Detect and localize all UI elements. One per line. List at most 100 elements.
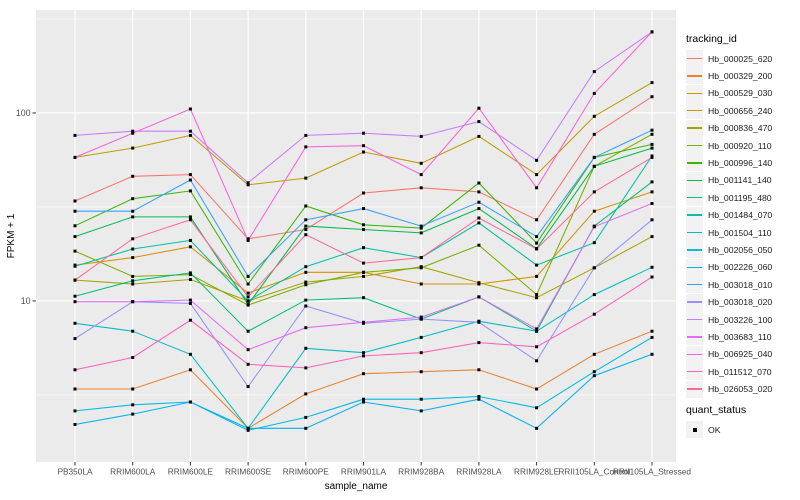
data-point (419, 409, 423, 413)
data-point (131, 174, 135, 178)
data-point (188, 238, 192, 242)
data-point (73, 278, 77, 282)
data-point (246, 299, 250, 303)
data-point (535, 406, 539, 410)
legend-key-swatch (686, 119, 703, 137)
data-point (73, 294, 77, 298)
plot-panel: PB350LA RRIM600LA RRIM600LE RRIM600SE RRIM60… (16, 10, 691, 477)
data-point (535, 218, 539, 222)
data-point (362, 150, 365, 154)
x-tick-label: PB350LA (57, 467, 93, 477)
data-point (362, 131, 365, 135)
data-point (362, 296, 365, 300)
data-point (650, 95, 654, 99)
legend-key-line (687, 179, 702, 182)
legend-key-line (687, 162, 702, 164)
data-point (362, 372, 365, 376)
data-point (188, 301, 192, 305)
data-point (477, 368, 481, 372)
data-point (188, 368, 192, 372)
legend-key-swatch (686, 171, 703, 189)
data-point (535, 426, 539, 430)
data-point (304, 176, 308, 180)
data-point (477, 320, 481, 324)
data-point (73, 300, 77, 304)
legend-item-label: Hb_000025_620 (708, 53, 773, 64)
data-point (477, 395, 481, 398)
data-point (477, 190, 481, 194)
data-point (362, 351, 365, 355)
data-point (304, 228, 308, 231)
data-point (73, 423, 77, 426)
data-point (246, 362, 250, 366)
data-point (188, 107, 192, 111)
legend-key-swatch (686, 137, 703, 154)
legend-key-line (687, 92, 702, 95)
data-point (73, 235, 77, 239)
data-point (535, 387, 539, 391)
x-tick-label: RRIM928LA (456, 467, 502, 477)
data-point (535, 329, 539, 333)
legend-key-line (687, 388, 702, 390)
data-point (650, 128, 654, 132)
data-point (477, 397, 481, 401)
data-point (419, 134, 423, 138)
legend-item-Hb_001504_110: Hb_001504_110 (686, 224, 772, 241)
legend-item-Hb_000996_140: Hb_000996_140 (686, 154, 772, 172)
data-point (304, 392, 308, 396)
data-point (304, 224, 308, 228)
legend-item-label: Hb_000836_470 (708, 123, 773, 134)
data-point (419, 370, 423, 374)
legend-key-swatch (686, 189, 703, 207)
data-point (73, 249, 77, 253)
data-point (73, 155, 77, 159)
data-point (188, 173, 192, 177)
legend-item-Hb_000329_200: Hb_000329_200 (686, 67, 772, 85)
data-point (650, 275, 654, 279)
legend-item-Hb_002056_050: Hb_002056_050 (686, 241, 772, 259)
x-tick-label: RRIM600PE (283, 467, 330, 477)
data-point (419, 351, 423, 355)
legend-key-swatch (686, 328, 703, 346)
data-point (477, 341, 481, 345)
data-point (477, 106, 481, 110)
x-tick-label: RRIM901LA (341, 467, 387, 477)
data-point (535, 247, 539, 251)
legend-key-line (687, 231, 702, 234)
data-point (592, 209, 596, 213)
data-point (419, 224, 423, 228)
data-point (419, 256, 423, 260)
data-point (246, 238, 250, 242)
legend-key-swatch (686, 421, 703, 438)
data-point (188, 245, 192, 249)
legend-title-quant-status: quant_status (686, 404, 747, 416)
legend-item-label: Hb_001141_140 (708, 175, 772, 186)
data-point (304, 218, 308, 222)
legend-item-label: Hb_011512_070 (708, 366, 772, 377)
data-point (535, 359, 539, 363)
legend-key-line (687, 266, 702, 269)
data-point (419, 231, 423, 235)
data-point (73, 133, 77, 137)
legend-item-Hb_003018_010: Hb_003018_010 (686, 276, 772, 294)
data-point (362, 223, 365, 227)
data-point (131, 209, 135, 213)
data-point (304, 298, 308, 302)
data-point (592, 312, 596, 316)
data-point (477, 243, 481, 247)
data-point (131, 387, 135, 391)
data-point (419, 173, 423, 177)
data-point (419, 226, 423, 230)
data-point (650, 146, 654, 150)
data-point (246, 426, 250, 430)
data-point (477, 216, 481, 220)
data-point (535, 263, 539, 267)
legend-key-line (687, 214, 702, 216)
data-point (535, 158, 539, 162)
legend-item-Hb_001484_070: Hb_001484_070 (686, 206, 772, 224)
legend-item-Hb_000656_240: Hb_000656_240 (686, 102, 772, 120)
legend-item-Hb_000836_470: Hb_000836_470 (686, 119, 773, 137)
data-point (362, 261, 365, 265)
data-point (304, 133, 308, 137)
